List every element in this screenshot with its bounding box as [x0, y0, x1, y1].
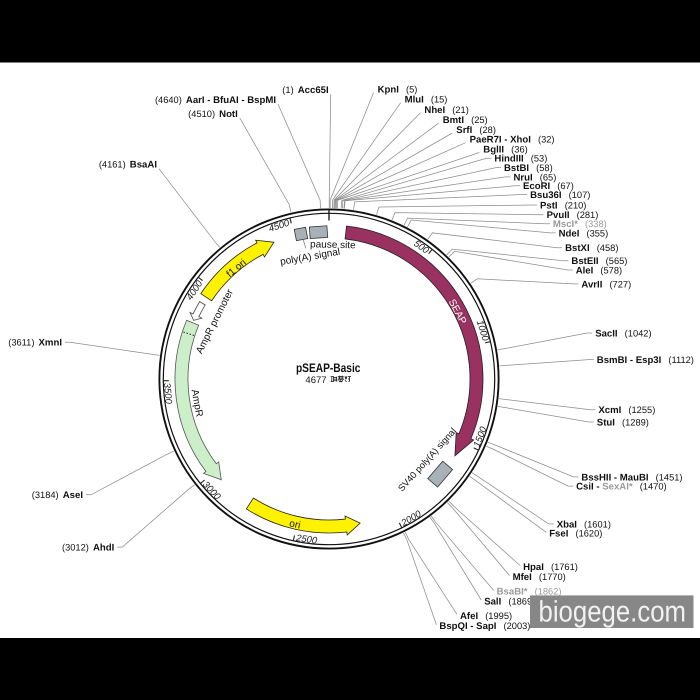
svg-text:AmpR: AmpR — [189, 389, 205, 418]
svg-text:BglII (36): BglII (36) — [483, 144, 527, 155]
svg-text:NruI (65): NruI (65) — [514, 172, 557, 183]
svg-text:SrfI (28): SrfI (28) — [456, 125, 496, 136]
svg-text:(3184) AseI: (3184) AseI — [32, 490, 84, 501]
svg-text:ori: ori — [288, 518, 301, 531]
svg-text:EcoRI (67): EcoRI (67) — [523, 181, 574, 192]
svg-text:BstXI (458): BstXI (458) — [565, 243, 618, 254]
svg-text:pSEAP-Basic: pSEAP-Basic — [296, 361, 361, 375]
svg-text:BmtI (25): BmtI (25) — [443, 115, 488, 126]
svg-text:(3611) XmnI: (3611) XmnI — [8, 338, 62, 349]
svg-text:(3012) AhdI: (3012) AhdI — [62, 543, 115, 554]
svg-text:3500: 3500 — [161, 382, 174, 405]
svg-text:4677: 4677 — [305, 375, 326, 386]
svg-text:BsaBI* (1862): BsaBI* (1862) — [497, 587, 562, 598]
svg-text:MfeI (1770): MfeI (1770) — [513, 572, 566, 583]
svg-text:AleI (578): AleI (578) — [576, 265, 622, 276]
svg-text:MscI* (338): MscI* (338) — [553, 219, 607, 230]
svg-text:BspQI - SapI (2003): BspQI - SapI (2003) — [439, 621, 530, 632]
svg-text:BssHII - MauBI (1451): BssHII - MauBI (1451) — [581, 472, 682, 483]
svg-text:MluI (15): MluI (15) — [405, 95, 448, 106]
svg-text:(4640) AarI - BfuAI - BspMI: (4640) AarI - BfuAI - BspMI — [155, 95, 276, 106]
svg-text:(4161) BsaAI: (4161) BsaAI — [99, 160, 157, 171]
svg-text:CsiI - SexAI* (1470): CsiI - SexAI* (1470) — [576, 482, 667, 493]
svg-text:BsmBI - Esp3I (1112): BsmBI - Esp3I (1112) — [597, 355, 694, 366]
svg-text:HpaI (1761): HpaI (1761) — [523, 562, 578, 573]
svg-text:SacII (1042): SacII (1042) — [595, 328, 651, 339]
svg-text:PvuII (281): PvuII (281) — [547, 210, 599, 221]
svg-text:XbaI (1601): XbaI (1601) — [557, 519, 611, 530]
svg-text:NheI (21): NheI (21) — [424, 105, 468, 116]
svg-text:BstBI (58): BstBI (58) — [504, 163, 553, 174]
svg-text:biogege.com: biogege.com — [539, 596, 687, 629]
svg-text:XcmI (1255): XcmI (1255) — [598, 405, 655, 416]
svg-text:NdeI (355): NdeI (355) — [559, 228, 609, 239]
svg-text:HindIII (53): HindIII (53) — [494, 154, 547, 165]
svg-text:(4510) NotI: (4510) NotI — [188, 109, 238, 120]
svg-text:KpnI (5): KpnI (5) — [378, 84, 418, 95]
svg-text:AfeI (1995): AfeI (1995) — [460, 611, 512, 622]
svg-text:PstI (210): PstI (210) — [540, 200, 586, 211]
svg-text:StuI (1289): StuI (1289) — [597, 417, 649, 428]
svg-text:pause site: pause site — [310, 239, 356, 251]
svg-text:PaeR7I - XhoI (32): PaeR7I - XhoI (32) — [470, 135, 555, 146]
svg-text:(1) Acc65I: (1) Acc65I — [282, 85, 329, 96]
svg-text:FseI (1620): FseI (1620) — [549, 529, 602, 540]
svg-text:AvrII (727): AvrII (727) — [581, 279, 631, 290]
svg-text:BstEII (565): BstEII (565) — [571, 256, 627, 267]
svg-text:SalI (1869): SalI (1869) — [484, 596, 535, 607]
svg-text:2500: 2500 — [294, 533, 318, 547]
svg-text:Bsu36I (107): Bsu36I (107) — [530, 190, 590, 201]
